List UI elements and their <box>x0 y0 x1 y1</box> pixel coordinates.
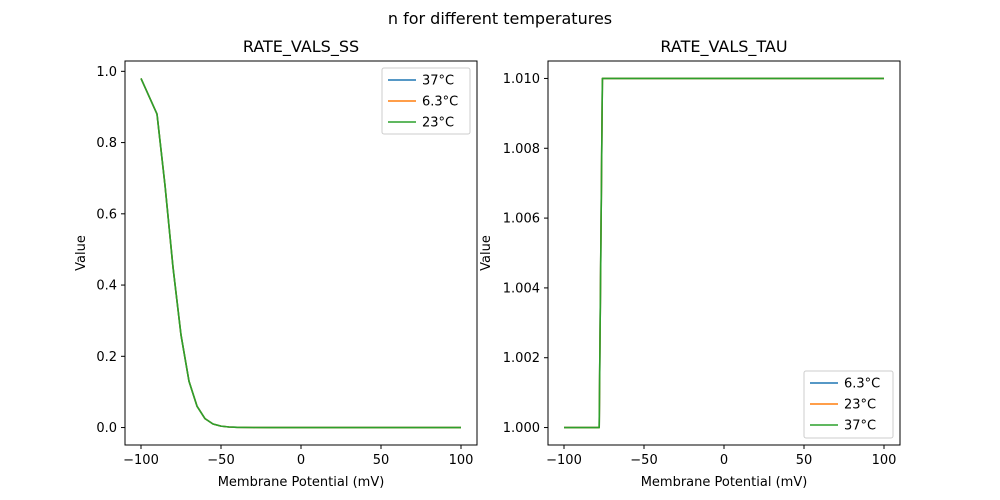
ss-ytick-label: 0.8 <box>96 136 117 151</box>
tau-ytick-label: 1.008 <box>503 142 540 157</box>
tau-ytick-label: 1.010 <box>503 72 540 87</box>
subplot-tau-xlabel: Membrane Potential (mV) <box>641 475 808 490</box>
tau-legend-label: 6.3°C <box>844 377 880 392</box>
subplot-tau: RATE_VALS_TAU −100 −50 0 50 100 1.000 1.002 1.0… <box>479 37 901 490</box>
tau-ytick-label: 1.000 <box>503 421 540 436</box>
tau-legend-box <box>803 370 894 439</box>
ss-xtick-label: 50 <box>373 453 390 468</box>
ss-xtick-label: 100 <box>449 453 474 468</box>
subplot-tau-ticks: −100 −50 0 50 100 1.000 1.002 1.004 1.006 1.008 1.… <box>503 72 897 468</box>
subplot-ss-frame <box>124 60 478 446</box>
tau-ytick-label: 1.006 <box>503 212 540 227</box>
subplot-ss-ticks: −100 −50 0 50 100 0.0 0.2 0.4 0.6 0.8 1.0 <box>96 65 473 468</box>
tau-ytick-label: 1.004 <box>503 281 540 296</box>
ss-legend-label: 6.3°C <box>422 95 458 110</box>
ss-xtick-label: 0 <box>297 453 305 468</box>
subplot-ss-lines <box>140 78 461 429</box>
tau-series-line-2 <box>564 77 884 429</box>
tau-xtick-label: −100 <box>546 453 582 468</box>
ss-legend-box <box>381 67 471 135</box>
subplot-ss: RATE_VALS_SS −100 −50 0 50 100 0.0 0.2 0.4 0.6 0.… <box>74 37 478 490</box>
subplot-ss-title: RATE_VALS_SS <box>243 37 359 57</box>
figure-suptitle: n for different temperatures <box>388 9 612 28</box>
ss-legend-label: 23°C <box>422 116 454 131</box>
subplot-ss-legend: 37°C 6.3°C 23°C <box>381 67 471 135</box>
subplot-tau-ylabel: Value <box>479 235 494 271</box>
subplot-tau-legend: 6.3°C 23°C 37°C <box>803 370 894 439</box>
ss-xtick-label: −50 <box>207 453 234 468</box>
tau-ytick-label: 1.002 <box>503 351 540 366</box>
tau-xtick-label: 50 <box>796 453 813 468</box>
subplot-ss-ylabel: Value <box>74 235 89 271</box>
subplot-tau-frame <box>547 60 901 446</box>
tau-xtick-label: −50 <box>630 453 657 468</box>
tau-legend-label: 23°C <box>844 398 876 413</box>
tau-xtick-label: 0 <box>720 453 728 468</box>
ss-ytick-label: 0.6 <box>96 207 117 222</box>
ss-legend-label: 37°C <box>422 74 454 89</box>
ss-ytick-label: 0.0 <box>96 421 117 436</box>
subplot-tau-lines <box>564 77 884 429</box>
ss-ytick-label: 0.4 <box>96 279 117 294</box>
subplot-tau-title: RATE_VALS_TAU <box>660 37 787 57</box>
ss-ytick-label: 1.0 <box>96 65 117 80</box>
subplot-ss-xlabel: Membrane Potential (mV) <box>218 475 385 490</box>
ss-xtick-label: −100 <box>123 453 159 468</box>
tau-xtick-label: 100 <box>872 453 897 468</box>
tau-legend-label: 37°C <box>844 419 876 434</box>
ss-ytick-label: 0.2 <box>96 350 117 365</box>
ss-series-line-2 <box>140 78 461 429</box>
